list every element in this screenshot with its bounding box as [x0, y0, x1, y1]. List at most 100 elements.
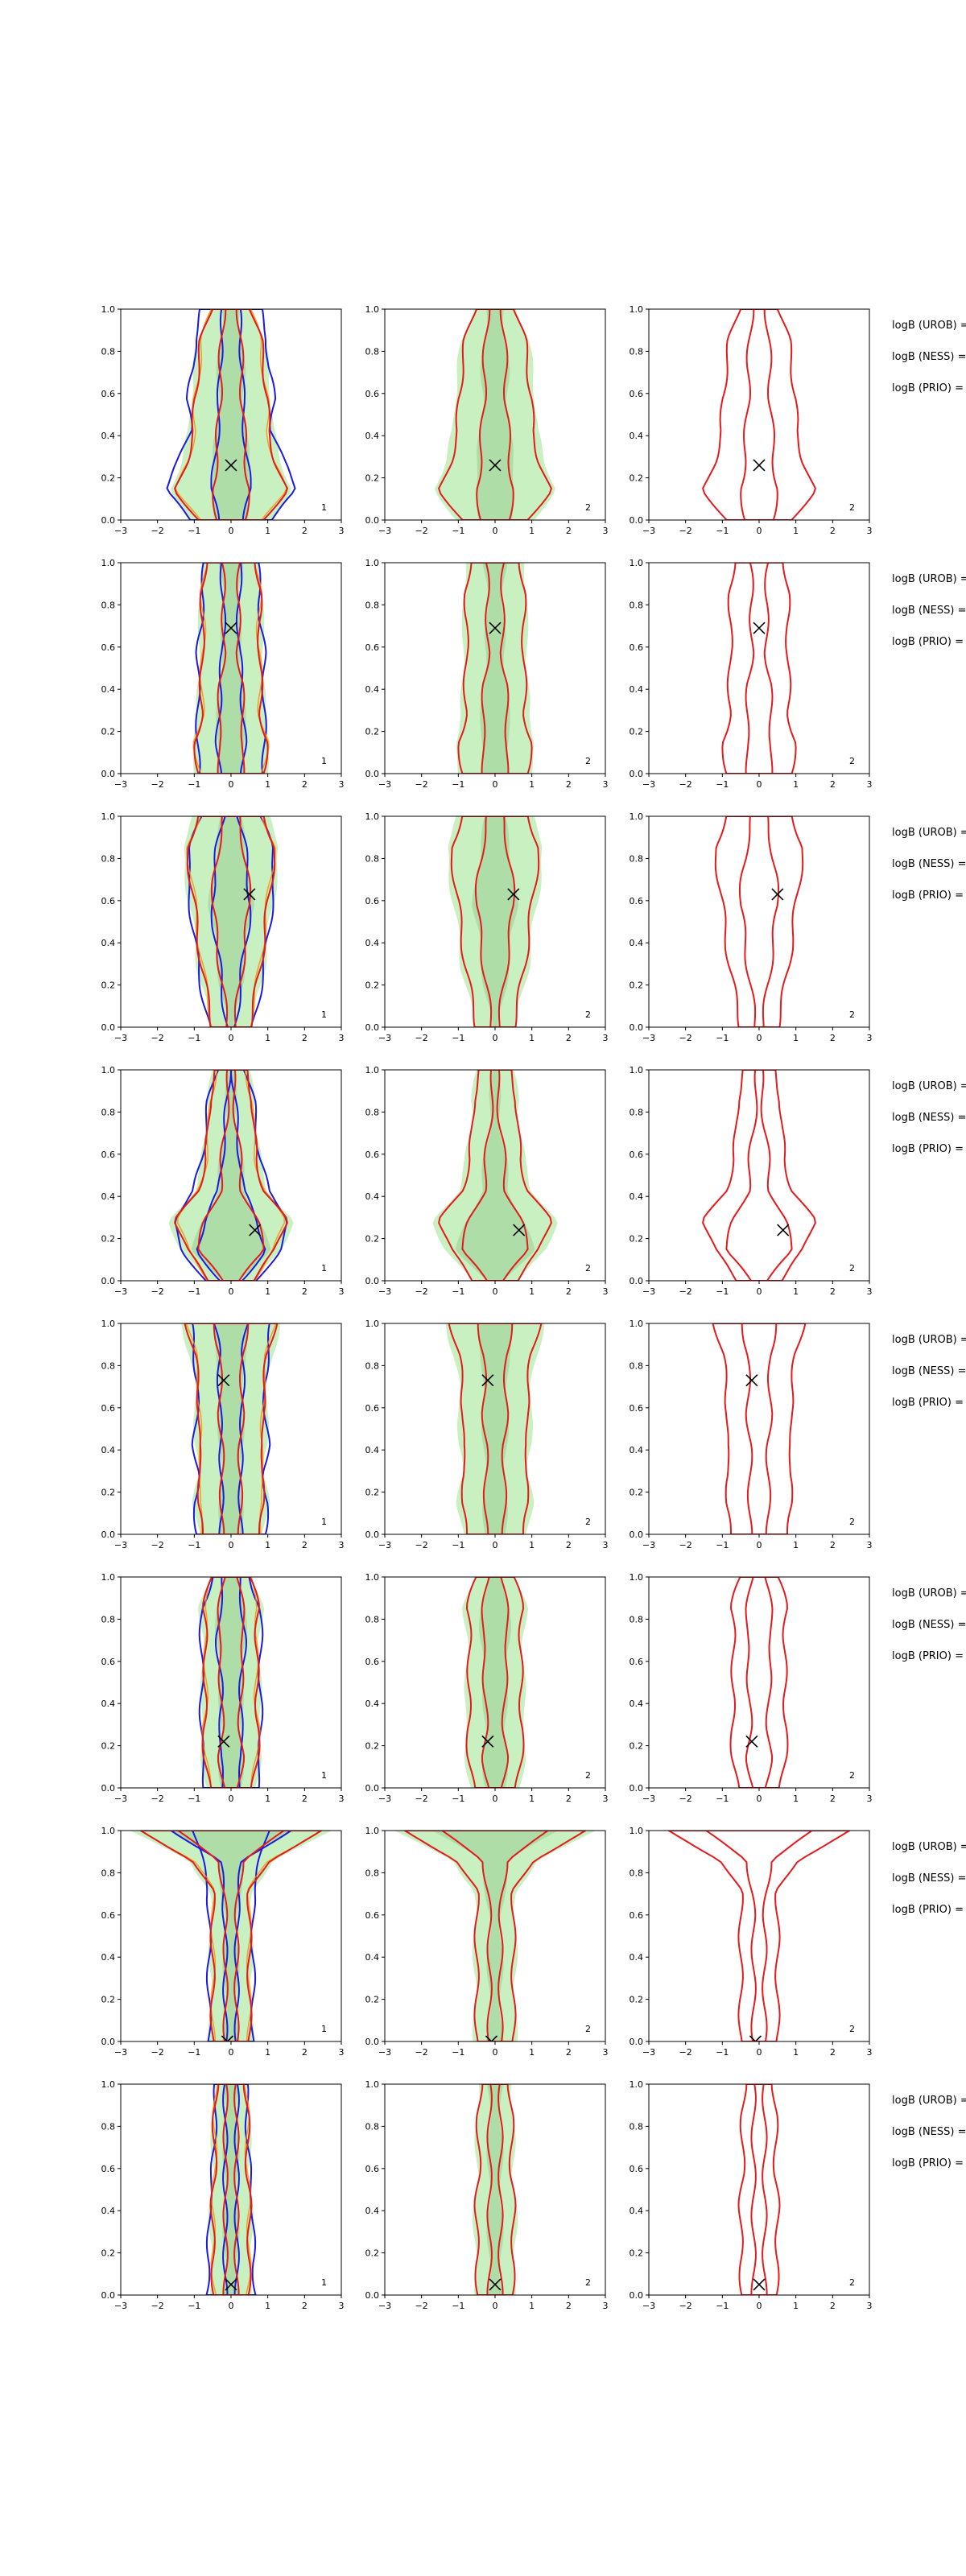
- x-tick-label: −1: [716, 2047, 729, 2058]
- x-tick-label: 0: [229, 1540, 234, 1550]
- true-value-marker: [225, 621, 237, 634]
- axes-frame: [648, 1323, 870, 1535]
- y-tick-label: 0.4: [630, 1952, 644, 1963]
- x-tick-label: 1: [265, 1794, 270, 1804]
- x-tick-label: 1: [529, 1033, 535, 1043]
- panel-number: 2: [585, 1009, 591, 1020]
- y-tick-label: 0.0: [365, 1783, 380, 1794]
- y-tick-label: 0.6: [365, 389, 380, 399]
- plot-area: [198, 1577, 264, 1788]
- density-fill-inner: [167, 1831, 295, 2041]
- density-fill-inner: [479, 1577, 511, 1788]
- y-tick-label: 0.8: [630, 600, 644, 610]
- x-tick-label: −1: [188, 2301, 200, 2311]
- y-tick-label: 0.2: [630, 727, 644, 737]
- contour-red-outer: [193, 563, 269, 774]
- x-tick-label: 0: [493, 526, 498, 536]
- contour-red-outer: [667, 1831, 852, 2041]
- y-tick-label: 0.6: [365, 2164, 380, 2174]
- y-tick-label: 1.0: [101, 811, 116, 822]
- x-tick-label: 1: [529, 2301, 535, 2311]
- contour-red-outer: [402, 1831, 588, 2041]
- x-tick-label: 1: [529, 1540, 535, 1550]
- side-label-3: logB (PRIO) =: [892, 2157, 964, 2169]
- x-tick-label: 1: [793, 1540, 799, 1550]
- y-tick-label: 0.0: [630, 769, 644, 779]
- x-tick-label: −2: [679, 526, 692, 536]
- panel-r5-c3: −3 −2 −1 0 1 2 3 0.0 0.2 0.4 0.6 0.8 1.0 2: [630, 1319, 873, 1550]
- x-tick-label: 3: [867, 2047, 873, 2058]
- y-tick-label: 0.4: [365, 2206, 380, 2216]
- contour-red-inner: [481, 563, 510, 774]
- x-tick-label: 0: [229, 526, 234, 536]
- side-label-1: logB (UROB) =: [892, 573, 966, 585]
- panel-number: 2: [585, 2024, 591, 2034]
- x-tick-label: 3: [339, 526, 345, 536]
- y-tick-label: 0.4: [630, 2206, 644, 2216]
- y-tick-label: 0.4: [365, 684, 380, 695]
- panel-number: 1: [321, 2024, 327, 2034]
- x-tick-label: −2: [679, 779, 692, 790]
- y-tick-label: 0.6: [365, 642, 380, 653]
- x-tick-label: 1: [265, 1286, 270, 1297]
- contour-red-inner: [213, 1323, 250, 1534]
- x-tick-label: −2: [679, 2301, 692, 2311]
- contour-blue-inner: [214, 563, 248, 774]
- x-tick-label: −1: [188, 1286, 200, 1297]
- panel-number: 1: [321, 1263, 327, 1274]
- panel-r2-c2: −3 −2 −1 0 1 2 3 0.0 0.2 0.4 0.6 0.8 1.0 2: [365, 558, 609, 790]
- true-value-marker: [745, 1735, 758, 1748]
- x-tick-label: 1: [793, 1286, 799, 1297]
- y-tick-label: 1.0: [365, 1065, 380, 1075]
- side-label-3: logB (PRIO) =: [892, 382, 964, 394]
- x-tick-label: 0: [229, 2301, 234, 2311]
- x-tick-label: −2: [151, 779, 164, 790]
- x-tick-label: 3: [339, 779, 345, 790]
- contour-red-inner: [750, 2084, 768, 2295]
- x-tick-label: 3: [339, 1033, 345, 1043]
- side-label-3: logB (PRIO) =: [892, 1650, 964, 1662]
- y-tick-label: 1.0: [630, 304, 644, 315]
- x-tick-label: 1: [529, 2047, 535, 2058]
- y-tick-label: 0.4: [630, 1445, 644, 1455]
- x-tick-label: −1: [188, 779, 200, 790]
- contour-red-outer: [201, 1577, 261, 1788]
- side-label-3: logB (PRIO) =: [892, 1904, 964, 1916]
- x-tick-label: −2: [679, 1286, 692, 1297]
- x-tick-label: 1: [793, 2047, 799, 2058]
- x-tick-label: 2: [830, 1540, 836, 1550]
- contour-red-outer: [448, 1323, 543, 1534]
- y-tick-label: 0.2: [101, 980, 116, 991]
- y-tick-label: 0.4: [101, 1191, 116, 1202]
- y-tick-label: 0.8: [101, 600, 116, 610]
- y-tick-label: 0.8: [630, 1360, 644, 1371]
- contour-red-outer: [712, 1323, 807, 1534]
- x-tick-label: −1: [188, 1794, 200, 1804]
- x-tick-label: 2: [302, 1540, 308, 1550]
- axes-frame: [648, 308, 870, 521]
- y-tick-label: 0.2: [365, 1234, 380, 1245]
- x-tick-label: 3: [867, 1033, 873, 1043]
- x-tick-label: 2: [830, 1794, 836, 1804]
- side-label-3: logB (PRIO) =: [892, 636, 964, 648]
- y-tick-label: 0.2: [365, 1995, 380, 2005]
- x-tick-label: −2: [679, 2047, 692, 2058]
- y-tick-label: 1.0: [365, 1572, 380, 1583]
- panel-r7-c1: −3 −2 −1 0 1 2 3 0.0 0.2 0.4 0.6 0.8 1.0 1: [101, 1826, 345, 2058]
- x-tick-label: 2: [830, 779, 836, 790]
- y-tick-label: 1.0: [630, 1826, 644, 1836]
- x-tick-label: −1: [452, 1540, 464, 1550]
- contour-red-outer: [457, 563, 533, 774]
- plot-area: [712, 1323, 807, 1534]
- y-tick-label: 1.0: [365, 558, 380, 568]
- x-tick-label: −1: [452, 2047, 464, 2058]
- true-value-marker: [513, 1224, 526, 1236]
- side-label-2: logB (NESS) =: [892, 1872, 966, 1885]
- contour-red-inner: [222, 2084, 240, 2295]
- y-tick-label: 0.2: [101, 1234, 116, 1245]
- y-tick-label: 0.6: [365, 1910, 380, 1921]
- plot-area: [729, 1577, 789, 1788]
- density-fill-inner: [455, 1070, 535, 1281]
- y-tick-label: 1.0: [630, 558, 644, 568]
- x-tick-label: 0: [757, 2301, 762, 2311]
